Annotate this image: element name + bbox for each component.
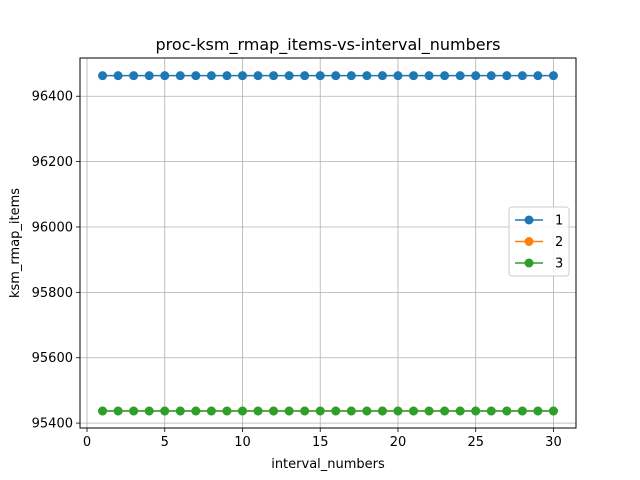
data-point xyxy=(206,406,216,416)
data-point xyxy=(237,71,247,81)
data-point xyxy=(175,71,185,81)
data-point xyxy=(284,406,294,416)
y-tick-label: 96000 xyxy=(32,220,73,235)
data-point xyxy=(98,71,108,81)
legend: 1 2 3 xyxy=(508,206,570,277)
data-point xyxy=(393,71,403,81)
data-point xyxy=(300,71,310,81)
legend-item: 1 xyxy=(515,214,563,229)
x-tick-label: 10 xyxy=(234,435,251,450)
legend-label: 2 xyxy=(555,235,563,250)
data-point xyxy=(144,71,154,81)
data-point xyxy=(362,71,372,81)
legend-marker xyxy=(524,215,534,225)
data-point xyxy=(206,71,216,81)
data-point xyxy=(393,406,403,416)
data-point xyxy=(471,71,481,81)
y-axis-ticks: 95400 95600 95800 96000 96200 96400 xyxy=(32,90,80,432)
data-point xyxy=(440,406,450,416)
data-point xyxy=(377,71,387,81)
y-axis-label: ksm_rmap_items xyxy=(8,188,23,298)
y-tick-label: 96200 xyxy=(32,155,73,170)
data-point xyxy=(455,71,465,81)
data-point xyxy=(409,71,419,81)
legend-marker xyxy=(524,237,534,246)
x-tick-label: 20 xyxy=(390,435,407,450)
y-tick-label: 95800 xyxy=(32,286,73,301)
data-point xyxy=(455,406,465,416)
data-point xyxy=(129,71,139,81)
data-point xyxy=(440,71,450,81)
data-point xyxy=(331,71,341,81)
data-point xyxy=(191,406,201,416)
x-tick-label: 5 xyxy=(161,435,169,450)
data-point xyxy=(144,406,154,416)
legend-item: 3 xyxy=(515,257,563,272)
y-tick-label: 96400 xyxy=(32,90,73,105)
x-tick-label: 30 xyxy=(545,435,562,450)
data-point xyxy=(315,406,325,416)
data-point xyxy=(175,406,185,416)
data-point xyxy=(300,406,310,416)
x-tick-label: 25 xyxy=(467,435,484,450)
data-point xyxy=(362,406,372,416)
x-tick-label: 15 xyxy=(312,435,329,450)
y-tick-label: 95600 xyxy=(32,351,73,366)
data-point xyxy=(129,406,139,416)
data-point xyxy=(160,406,170,416)
data-point xyxy=(113,71,123,81)
data-point xyxy=(315,71,325,81)
data-point xyxy=(331,406,341,416)
data-point xyxy=(548,406,558,416)
data-point xyxy=(517,71,527,81)
data-point xyxy=(222,71,232,81)
data-point xyxy=(502,406,512,416)
legend-label: 1 xyxy=(555,214,563,229)
series-1 xyxy=(98,71,558,81)
data-point xyxy=(346,71,356,81)
data-point xyxy=(486,71,496,81)
data-point xyxy=(253,406,263,416)
data-point xyxy=(424,71,434,81)
x-axis-ticks: 0 5 10 15 20 25 30 xyxy=(83,428,562,450)
data-point xyxy=(269,71,279,81)
legend-marker xyxy=(524,258,534,268)
data-point xyxy=(191,71,201,81)
data-point xyxy=(533,406,543,416)
x-tick-label: 0 xyxy=(83,435,91,450)
data-point xyxy=(222,406,232,416)
data-point xyxy=(377,406,387,416)
data-point xyxy=(269,406,279,416)
x-axis-label: interval_numbers xyxy=(271,457,385,472)
data-point xyxy=(409,406,419,416)
data-point xyxy=(284,71,294,81)
data-point xyxy=(517,406,527,416)
data-point xyxy=(486,406,496,416)
grid xyxy=(80,58,576,428)
data-point xyxy=(502,71,512,81)
data-point xyxy=(253,71,263,81)
chart-title: proc-ksm_rmap_items-vs-interval_numbers xyxy=(156,35,501,55)
data-point xyxy=(346,406,356,416)
y-tick-label: 95400 xyxy=(32,417,73,432)
data-point xyxy=(160,71,170,81)
data-point xyxy=(533,71,543,81)
data-point xyxy=(471,406,481,416)
series-3 xyxy=(98,406,558,416)
data-point xyxy=(113,406,123,416)
data-point xyxy=(98,406,108,416)
series-layer xyxy=(98,71,558,416)
legend-label: 3 xyxy=(555,257,563,272)
legend-item: 2 xyxy=(515,235,563,250)
data-point xyxy=(237,406,247,416)
data-point xyxy=(424,406,434,416)
plot-frame xyxy=(79,57,577,429)
data-point xyxy=(548,71,558,81)
